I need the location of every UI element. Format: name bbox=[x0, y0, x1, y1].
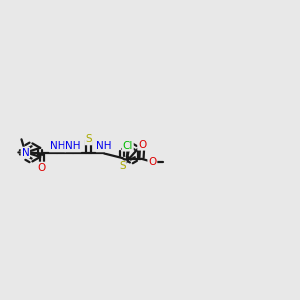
Text: N: N bbox=[22, 148, 29, 158]
Text: O: O bbox=[38, 163, 46, 172]
Text: S: S bbox=[119, 161, 126, 171]
Text: S: S bbox=[85, 134, 92, 144]
Text: O: O bbox=[148, 157, 157, 167]
Text: NH: NH bbox=[96, 142, 112, 152]
Text: O: O bbox=[138, 140, 146, 150]
Text: NH: NH bbox=[65, 142, 81, 152]
Text: Cl: Cl bbox=[122, 141, 133, 151]
Text: NH: NH bbox=[50, 142, 65, 152]
